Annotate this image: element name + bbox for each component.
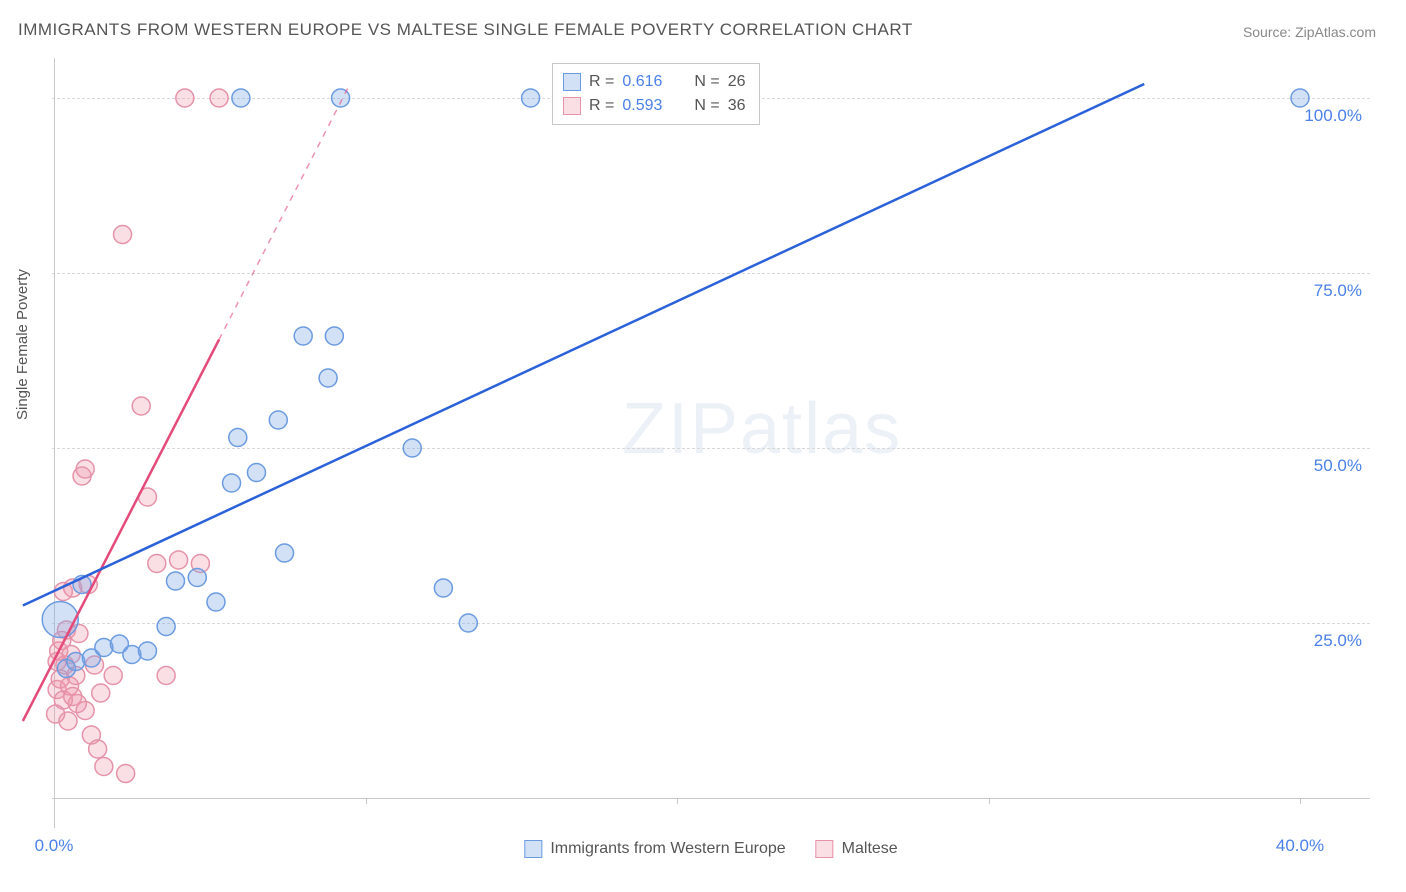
data-point bbox=[269, 411, 287, 429]
n-label: N = bbox=[694, 94, 719, 118]
data-point bbox=[132, 397, 150, 415]
y-tick-label: 50.0% bbox=[1314, 456, 1362, 476]
source-attribution: Source: ZipAtlas.com bbox=[1243, 24, 1376, 40]
legend-label: Maltese bbox=[842, 840, 898, 858]
chart-title: IMMIGRANTS FROM WESTERN EUROPE VS MALTES… bbox=[18, 20, 913, 40]
data-point bbox=[157, 667, 175, 685]
r-label: R = bbox=[589, 70, 614, 94]
data-point bbox=[319, 369, 337, 387]
data-point bbox=[188, 569, 206, 587]
r-label: R = bbox=[589, 94, 614, 118]
data-point bbox=[522, 89, 540, 107]
series-legend: Immigrants from Western Europe Maltese bbox=[524, 840, 897, 858]
data-point bbox=[117, 765, 135, 783]
data-point bbox=[276, 544, 294, 562]
x-tick-mark bbox=[677, 798, 678, 804]
correlation-legend-row: R = 0.593 N = 36 bbox=[563, 94, 745, 118]
data-point bbox=[170, 551, 188, 569]
data-point bbox=[294, 327, 312, 345]
data-point bbox=[459, 614, 477, 632]
x-tick-mark bbox=[54, 798, 55, 804]
x-tick-mark bbox=[989, 798, 990, 804]
source-value: ZipAtlas.com bbox=[1295, 24, 1376, 40]
data-point bbox=[325, 327, 343, 345]
data-point bbox=[176, 89, 194, 107]
source-label: Source: bbox=[1243, 24, 1295, 40]
data-point bbox=[42, 602, 78, 638]
data-point bbox=[148, 555, 166, 573]
scatter-plot-svg bbox=[52, 58, 1370, 828]
data-point bbox=[210, 89, 228, 107]
trend-line-maltese-extrapolated bbox=[219, 84, 350, 340]
data-point bbox=[104, 667, 122, 685]
data-point bbox=[76, 702, 94, 720]
data-point bbox=[434, 579, 452, 597]
x-tick-mark bbox=[366, 798, 367, 804]
chart-area: ZIPatlas R =0.616N =26R =0.593N =36 Immi… bbox=[52, 58, 1370, 828]
legend-swatch bbox=[816, 840, 834, 858]
n-label: N = bbox=[694, 70, 719, 94]
n-value: 26 bbox=[728, 70, 746, 94]
y-tick-label: 25.0% bbox=[1314, 631, 1362, 651]
legend-item: Immigrants from Western Europe bbox=[524, 840, 785, 858]
correlation-legend-row: R = 0.616 N = 26 bbox=[563, 70, 745, 94]
r-value: 0.616 bbox=[622, 70, 678, 94]
x-tick-label: 0.0% bbox=[35, 836, 74, 856]
data-point bbox=[76, 460, 94, 478]
data-point bbox=[166, 572, 184, 590]
data-point bbox=[114, 226, 132, 244]
data-point bbox=[403, 439, 421, 457]
n-value: 36 bbox=[728, 94, 746, 118]
data-point bbox=[223, 474, 241, 492]
data-point bbox=[207, 593, 225, 611]
legend-label: Immigrants from Western Europe bbox=[550, 840, 785, 858]
data-point bbox=[157, 618, 175, 636]
legend-item: Maltese bbox=[816, 840, 898, 858]
x-tick-label: 40.0% bbox=[1276, 836, 1324, 856]
r-value: 0.593 bbox=[622, 94, 678, 118]
data-point bbox=[95, 758, 113, 776]
x-tick-mark bbox=[1300, 798, 1301, 804]
data-point bbox=[232, 89, 250, 107]
data-point bbox=[89, 740, 107, 758]
trend-line-maltese bbox=[23, 340, 219, 722]
y-tick-label: 100.0% bbox=[1304, 106, 1362, 126]
data-point bbox=[59, 712, 77, 730]
data-point bbox=[92, 684, 110, 702]
data-point bbox=[332, 89, 350, 107]
legend-swatch bbox=[524, 840, 542, 858]
data-point bbox=[229, 429, 247, 447]
legend-swatch bbox=[563, 97, 581, 115]
data-point bbox=[138, 642, 156, 660]
data-point bbox=[1291, 89, 1309, 107]
y-axis-label: Single Female Poverty bbox=[14, 269, 31, 420]
legend-swatch bbox=[563, 73, 581, 91]
y-tick-label: 75.0% bbox=[1314, 281, 1362, 301]
correlation-legend: R = 0.616 N = 26 R = 0.593 N = 36 bbox=[552, 63, 760, 125]
trend-line-western-europe bbox=[23, 84, 1144, 606]
data-point bbox=[247, 464, 265, 482]
